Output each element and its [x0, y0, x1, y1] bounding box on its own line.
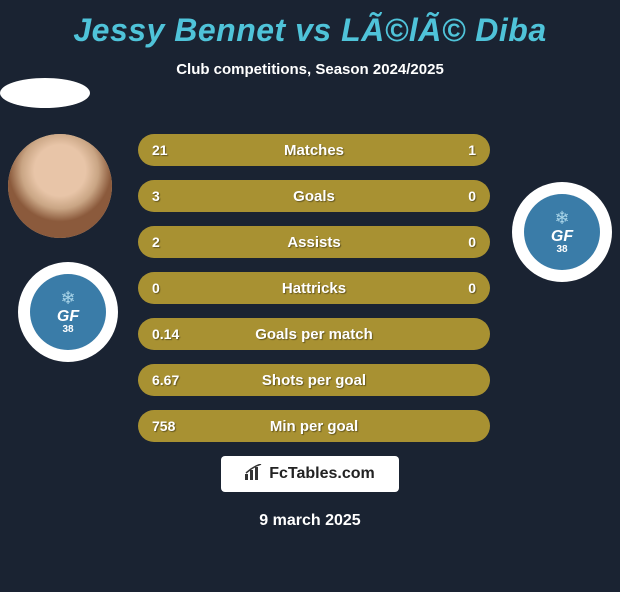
stat-value-left: 21 [152, 142, 168, 158]
club-badge-left: ❄ GF 38 [18, 262, 118, 362]
stat-value-right: 0 [468, 280, 476, 296]
subtitle: Club competitions, Season 2024/2025 [0, 61, 620, 78]
stat-label: Goals [293, 188, 335, 205]
snowflake-icon: ❄ [60, 289, 75, 307]
snowflake-icon: ❄ [554, 209, 569, 227]
stat-row: 21 Matches 1 [138, 134, 490, 166]
stat-label: Min per goal [270, 418, 358, 435]
badge-text: GF [57, 309, 79, 325]
club-badge-right: ❄ GF 38 [512, 182, 612, 282]
stat-value-right: 0 [468, 234, 476, 250]
stat-row: 0 Hattricks 0 [138, 272, 490, 304]
stat-label: Goals per match [255, 326, 373, 343]
stat-value-right: 1 [468, 142, 476, 158]
stat-label: Matches [284, 142, 344, 159]
stat-value-left: 6.67 [152, 372, 179, 388]
player-photo-left [8, 134, 112, 238]
stat-value-right: 0 [468, 188, 476, 204]
stats-table: 21 Matches 1 3 Goals 0 2 Assists 0 0 Hattricks 0 0.1… [138, 134, 490, 456]
stat-value-left: 2 [152, 234, 160, 250]
brand-badge: FcTables.com [221, 456, 399, 492]
stat-label: Shots per goal [262, 372, 366, 389]
badge-number: 38 [556, 245, 567, 255]
badge-text: GF [551, 229, 573, 245]
badge-inner-icon: ❄ GF 38 [524, 194, 600, 270]
brand-text: FcTables.com [269, 465, 375, 483]
stat-row: 6.67 Shots per goal [138, 364, 490, 396]
stat-value-left: 758 [152, 418, 175, 434]
badge-number: 38 [62, 325, 73, 335]
stat-label: Hattricks [282, 280, 346, 297]
stat-row: 0.14 Goals per match [138, 318, 490, 350]
chart-icon [245, 464, 263, 485]
stat-row: 3 Goals 0 [138, 180, 490, 212]
player-face-icon [8, 134, 112, 238]
stat-label: Assists [287, 234, 340, 251]
player-photo-right [0, 78, 90, 108]
stat-value-left: 3 [152, 188, 160, 204]
stat-value-left: 0 [152, 280, 160, 296]
stat-row: 2 Assists 0 [138, 226, 490, 258]
footer-date: 9 march 2025 [259, 512, 360, 530]
stat-row: 758 Min per goal [138, 410, 490, 442]
stat-value-left: 0.14 [152, 326, 179, 342]
page-title: Jessy Bennet vs LÃ©lÃ© Diba [0, 12, 620, 49]
badge-inner-icon: ❄ GF 38 [30, 274, 106, 350]
